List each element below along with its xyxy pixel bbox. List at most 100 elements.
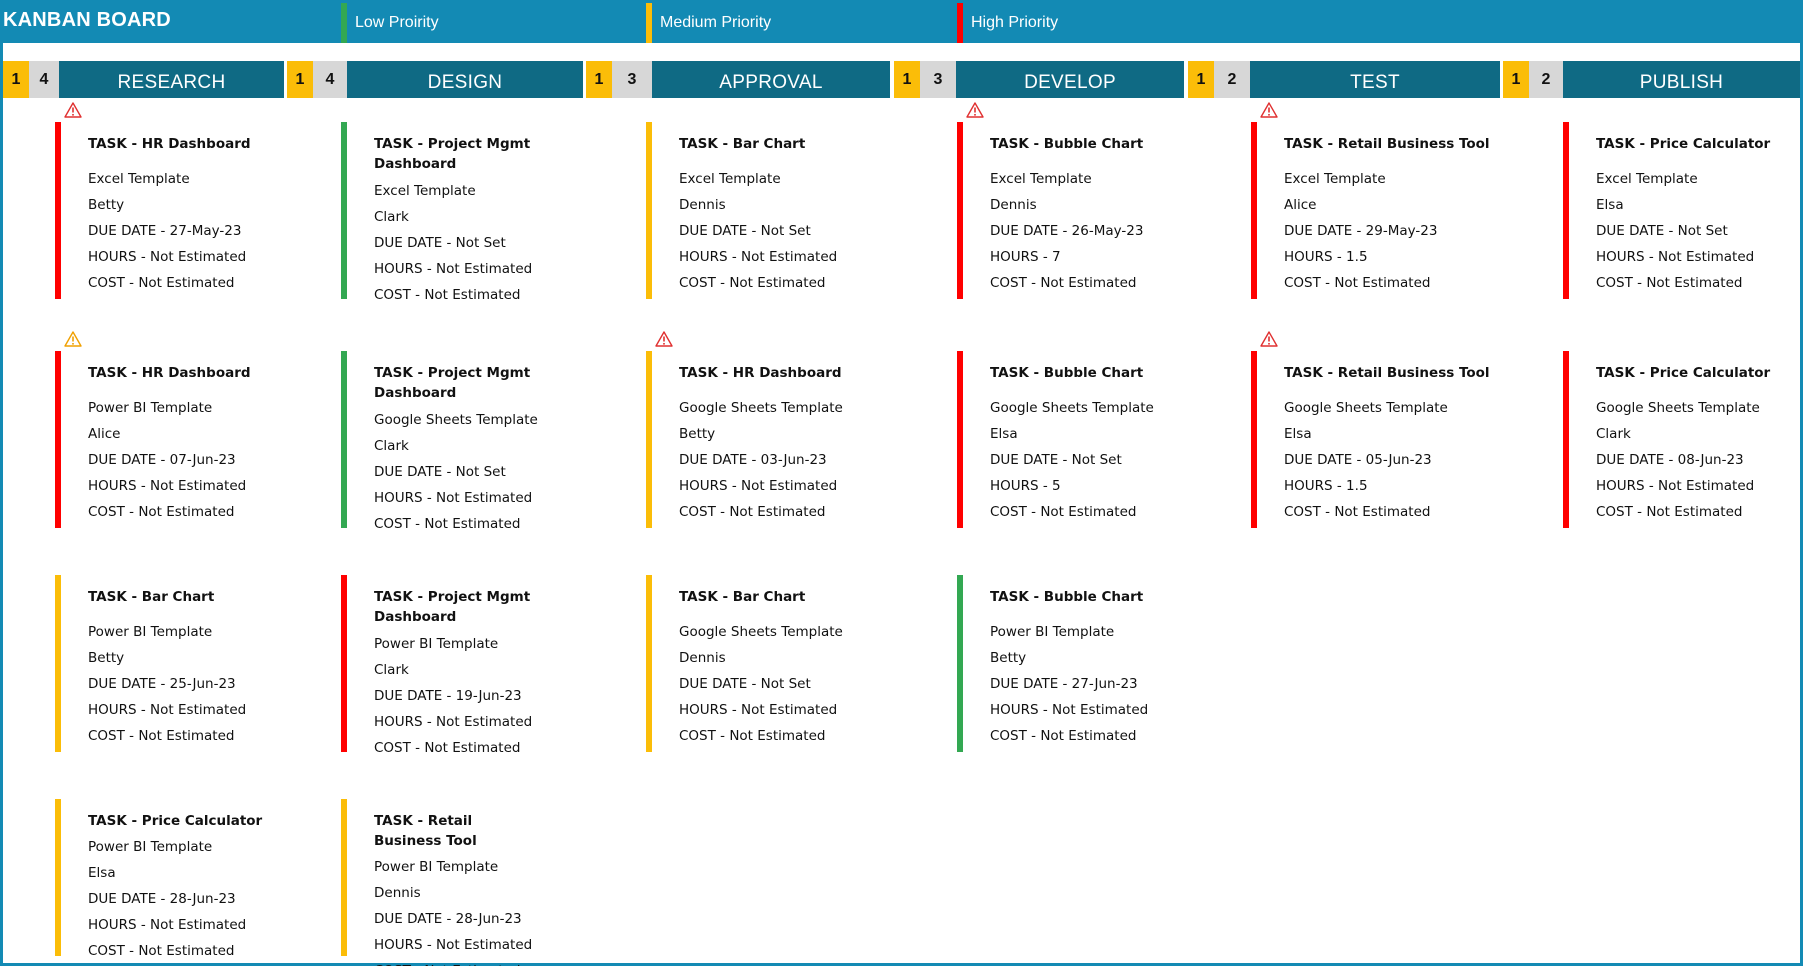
task-template-type: Google Sheets Template (990, 400, 1154, 416)
priority-bar-high (957, 351, 963, 528)
task-cost: COST - Not Estimated (679, 504, 826, 520)
task-card[interactable]: TASK - Bubble Chart Google Sheets Templat… (957, 351, 1207, 528)
priority-bar-high (1251, 122, 1257, 299)
task-assignee: Clark (374, 662, 409, 678)
task-card[interactable]: TASK - HR Dashboard Google Sheets Templat… (646, 351, 896, 528)
column-title-publish[interactable]: PUBLISH (1563, 61, 1800, 98)
task-card[interactable]: TASK - Bar Chart Google Sheets Template De… (646, 575, 896, 752)
task-title: TASK - Retail Business Tool (374, 813, 477, 849)
column-title-approval[interactable]: APPROVAL (652, 61, 890, 98)
column-title-develop[interactable]: DEVELOP (956, 61, 1184, 98)
legend-high-label: High Priority (971, 14, 1059, 31)
task-hours: HOURS - Not Estimated (374, 261, 533, 277)
wip-limit-badge: 1 (1188, 61, 1214, 98)
task-card-body: TASK - Price Calculator Google Sheets Tem… (1596, 363, 1803, 525)
task-assignee: Elsa (1284, 426, 1312, 442)
task-cost: COST - Not Estimated (679, 275, 826, 291)
task-assignee: Elsa (990, 426, 1018, 442)
task-assignee: Clark (1596, 426, 1631, 442)
task-cost: COST - Not Estimated (1596, 275, 1743, 291)
task-card-body: TASK - Project Mgmt Dashboard Excel Templ… (374, 134, 544, 308)
column-title-design[interactable]: DESIGN (347, 61, 583, 98)
task-template-type: Excel Template (1284, 171, 1386, 187)
task-title: TASK - HR Dashboard (88, 365, 251, 381)
warning-icon (966, 102, 984, 118)
task-hours: HOURS - Not Estimated (88, 917, 247, 933)
task-hours: HOURS - Not Estimated (679, 702, 838, 718)
task-cost: COST - Not Estimated (374, 740, 521, 756)
task-template-type: Power BI Template (374, 636, 499, 652)
task-assignee: Alice (88, 426, 121, 442)
task-hours: HOURS - 1.5 (1284, 249, 1368, 265)
task-card[interactable]: TASK - Bar Chart Excel Template Dennis DUE … (646, 122, 896, 299)
task-template-type: Excel Template (990, 171, 1092, 187)
priority-bar-low (957, 575, 963, 752)
legend-low-label: Low Proirity (355, 14, 439, 31)
task-cost: COST - Not Estimated (679, 728, 826, 744)
task-card-body: TASK - Bubble Chart Power BI Template Bett… (990, 587, 1220, 749)
task-due-date: DUE DATE - 29-May-23 (1284, 223, 1438, 239)
task-title: TASK - Bubble Chart (990, 589, 1144, 605)
task-assignee: Betty (88, 650, 125, 666)
task-card[interactable]: TASK - Project Mgmt Dashboard Google Shee… (341, 351, 591, 532)
priority-bar-medium (646, 122, 652, 299)
task-card[interactable]: TASK - HR Dashboard Excel Template Betty DU… (55, 122, 305, 299)
task-assignee: Dennis (679, 650, 726, 666)
task-title: TASK - Bar Chart (88, 589, 215, 605)
task-card[interactable]: TASK - Bubble Chart Power BI Template Bett… (957, 575, 1207, 752)
task-card[interactable]: TASK - Project Mgmt Dashboard Excel Templ… (341, 122, 591, 303)
task-card-body: TASK - HR Dashboard Excel Template Betty DU… (88, 134, 318, 296)
legend-medium-swatch (646, 3, 652, 43)
task-title: TASK - Price Calculator (88, 813, 263, 829)
task-due-date: DUE DATE - 19-Jun-23 (374, 688, 522, 704)
task-assignee: Dennis (679, 197, 726, 213)
warning-icon (1260, 331, 1278, 347)
priority-bar-high (1563, 351, 1569, 528)
task-card[interactable]: TASK - Bar Chart Power BI Template Betty DU… (55, 575, 305, 752)
task-template-type: Google Sheets Template (1284, 400, 1448, 416)
task-assignee: Dennis (990, 197, 1037, 213)
priority-bar-medium (341, 799, 347, 956)
task-title: TASK - Bar Chart (679, 136, 806, 152)
task-card[interactable]: TASK - Project Mgmt Dashboard Power BI Te… (341, 575, 591, 756)
task-card-body: TASK - Retail Business Tool Google Sheets… (1284, 363, 1514, 525)
task-template-type: Power BI Template (374, 859, 499, 875)
warning-icon (1260, 102, 1278, 118)
task-due-date: DUE DATE - 27-May-23 (88, 223, 242, 239)
task-card[interactable]: TASK - HR Dashboard Power BI Template Alic… (55, 351, 305, 528)
task-count-badge: 4 (29, 61, 59, 98)
priority-bar-high (341, 575, 347, 752)
task-template-type: Power BI Template (88, 624, 213, 640)
task-hours: HOURS - Not Estimated (1596, 249, 1755, 265)
task-card-body: TASK - Retail Business Tool Power BI Temp… (374, 811, 544, 966)
task-card[interactable]: TASK - Bubble Chart Excel Template Dennis D… (957, 122, 1207, 299)
warning-icon (64, 331, 82, 347)
task-card-body: TASK - Bar Chart Power BI Template Betty DU… (88, 587, 318, 749)
task-card[interactable]: TASK - Retail Business Tool Excel Templat… (1251, 122, 1501, 299)
task-assignee: Dennis (374, 885, 421, 901)
task-card[interactable]: TASK - Retail Business Tool Power BI Temp… (341, 799, 591, 966)
task-due-date: DUE DATE - Not Set (990, 452, 1122, 468)
task-card-body: TASK - Bubble Chart Google Sheets Templat… (990, 363, 1220, 525)
task-due-date: DUE DATE - Not Set (374, 235, 506, 251)
task-title: TASK - HR Dashboard (679, 365, 842, 381)
task-cost: COST - Not Estimated (1284, 504, 1431, 520)
task-template-type: Power BI Template (990, 624, 1115, 640)
task-card[interactable]: TASK - Price Calculator Excel Template Els… (1563, 122, 1803, 299)
task-card-body: TASK - Retail Business Tool Excel Templat… (1284, 134, 1514, 296)
priority-bar-high (1251, 351, 1257, 528)
task-card-body: TASK - Bubble Chart Excel Template Dennis D… (990, 134, 1220, 296)
task-card[interactable]: TASK - Price Calculator Google Sheets Tem… (1563, 351, 1803, 528)
column-title-research[interactable]: RESEARCH (59, 61, 284, 98)
task-title: TASK - Project Mgmt Dashboard (374, 365, 531, 401)
column-title-test[interactable]: TEST (1250, 61, 1500, 98)
task-hours: HOURS - Not Estimated (374, 490, 533, 506)
task-card[interactable]: TASK - Retail Business Tool Google Sheets… (1251, 351, 1501, 528)
task-due-date: DUE DATE - Not Set (1596, 223, 1728, 239)
task-card[interactable]: TASK - Price Calculator Power BI Template… (55, 799, 305, 959)
task-cost: COST - Not Estimated (88, 943, 235, 959)
task-hours: HOURS - Not Estimated (374, 714, 533, 730)
task-template-type: Excel Template (374, 183, 476, 199)
legend-low: Low Proirity (341, 3, 439, 43)
